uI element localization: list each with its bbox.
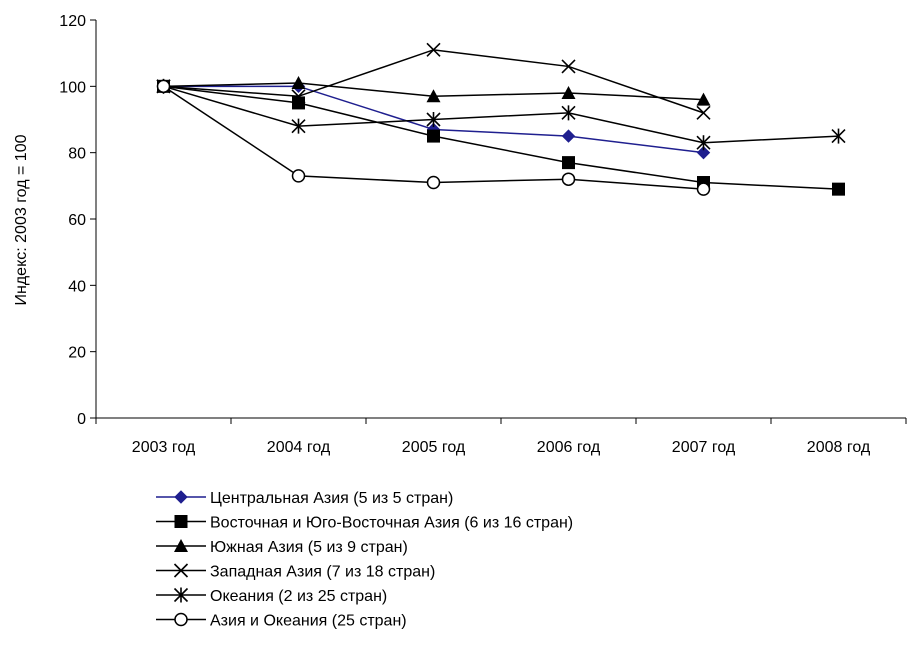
legend-marker bbox=[173, 587, 189, 603]
data-point bbox=[561, 85, 576, 99]
series-5 bbox=[156, 79, 711, 196]
legend-item: Западная Азия (7 из 18 стран) bbox=[156, 563, 435, 581]
data-point bbox=[291, 118, 306, 134]
x-tick-label: 2004 год bbox=[267, 439, 331, 456]
data-point bbox=[426, 89, 441, 103]
data-point bbox=[426, 112, 441, 127]
legend-item: Азия и Океания (25 стран) bbox=[156, 613, 407, 630]
data-point bbox=[696, 182, 711, 196]
series-4 bbox=[156, 78, 846, 151]
triangle-marker bbox=[696, 92, 711, 106]
data-point bbox=[426, 175, 441, 190]
data-point bbox=[156, 79, 171, 94]
square-marker bbox=[174, 515, 188, 528]
circle-marker bbox=[156, 79, 171, 94]
data-point bbox=[291, 89, 306, 104]
y-tick-label: 120 bbox=[59, 13, 86, 30]
square-marker bbox=[292, 96, 305, 110]
x-tick-label: 2007 год bbox=[672, 439, 736, 456]
x-marker-stroke bbox=[426, 42, 441, 57]
legend: Центральная Азия (5 из 5 стран) Восточная… bbox=[156, 490, 573, 630]
legend-marker bbox=[174, 539, 188, 552]
diamond-marker bbox=[561, 129, 576, 143]
triangle-marker bbox=[174, 539, 188, 552]
series-line bbox=[163, 49, 704, 114]
circle-marker bbox=[291, 169, 306, 183]
legend-label: Западная Азия (7 из 18 стран) bbox=[210, 564, 435, 581]
series-line bbox=[163, 85, 839, 144]
legend-item: Южная Азия (5 из 9 стран) bbox=[156, 539, 408, 556]
y-tick-label: 20 bbox=[68, 345, 86, 362]
y-tick-label: 0 bbox=[77, 411, 86, 428]
x-marker-stroke bbox=[291, 89, 306, 104]
legend-marker bbox=[174, 490, 188, 504]
legend-marker bbox=[173, 563, 189, 578]
series-1 bbox=[157, 79, 845, 196]
legend-label: Центральная Азия (5 из 5 стран) bbox=[210, 490, 453, 507]
data-point bbox=[696, 105, 711, 120]
data-point bbox=[561, 129, 576, 143]
legend-label: Океания (2 из 25 стран) bbox=[210, 588, 387, 605]
legend-item: Океания (2 из 25 стран) bbox=[156, 587, 387, 605]
circle-marker bbox=[696, 182, 711, 196]
data-point bbox=[291, 76, 306, 90]
legend-label: Южная Азия (5 из 9 стран) bbox=[210, 539, 408, 556]
data-point bbox=[696, 135, 711, 151]
data-point bbox=[426, 42, 441, 57]
y-tick-label: 80 bbox=[68, 146, 86, 163]
y-tick-label: 100 bbox=[59, 79, 86, 96]
legend-item: Центральная Азия (5 из 5 стран) bbox=[156, 490, 453, 507]
plot-area: 0 20 40 60 80 100 120 2003 год 2004 год 2005 год 2… bbox=[59, 13, 907, 456]
square-marker bbox=[832, 182, 845, 196]
x-tick-label: 2008 год bbox=[807, 439, 871, 456]
series-line bbox=[163, 85, 839, 190]
circle-marker bbox=[174, 612, 188, 627]
x-marker-stroke bbox=[561, 59, 576, 74]
x-marker-stroke bbox=[696, 105, 711, 120]
legend-marker bbox=[174, 515, 188, 528]
data-point bbox=[427, 129, 440, 143]
square-marker bbox=[427, 129, 440, 143]
triangle-marker bbox=[426, 89, 441, 103]
x-tick-label: 2006 год bbox=[537, 439, 601, 456]
y-axis-title: Индекс: 2003 год = 100 bbox=[13, 134, 30, 305]
triangle-marker bbox=[291, 76, 306, 90]
circle-marker bbox=[426, 175, 441, 190]
data-point bbox=[292, 96, 305, 110]
data-point bbox=[561, 172, 576, 186]
series-3 bbox=[156, 42, 711, 120]
triangle-marker bbox=[561, 85, 576, 99]
x-tick-label: 2003 год bbox=[132, 439, 196, 456]
data-point bbox=[832, 182, 845, 196]
data-point bbox=[696, 92, 711, 106]
y-tick-label: 40 bbox=[68, 278, 86, 295]
data-point bbox=[561, 105, 576, 121]
legend-label: Восточная и Юго-Восточная Азия (6 из 16 … bbox=[210, 515, 573, 532]
y-tick-label: 60 bbox=[68, 212, 86, 229]
data-point bbox=[291, 169, 306, 183]
data-point bbox=[561, 59, 576, 74]
legend-marker bbox=[174, 612, 188, 627]
data-point bbox=[696, 145, 711, 160]
square-marker bbox=[562, 156, 575, 170]
x-tick-label: 2005 год bbox=[402, 439, 466, 456]
legend-item: Восточная и Юго-Восточная Азия (6 из 16 … bbox=[156, 515, 573, 532]
diamond-marker bbox=[696, 145, 711, 160]
circle-marker bbox=[561, 172, 576, 186]
data-point bbox=[562, 156, 575, 170]
x-marker-stroke bbox=[173, 563, 189, 578]
series-2 bbox=[156, 76, 711, 106]
diamond-marker bbox=[174, 490, 188, 504]
legend-label: Азия и Океания (25 стран) bbox=[210, 613, 407, 630]
data-point bbox=[831, 128, 846, 144]
